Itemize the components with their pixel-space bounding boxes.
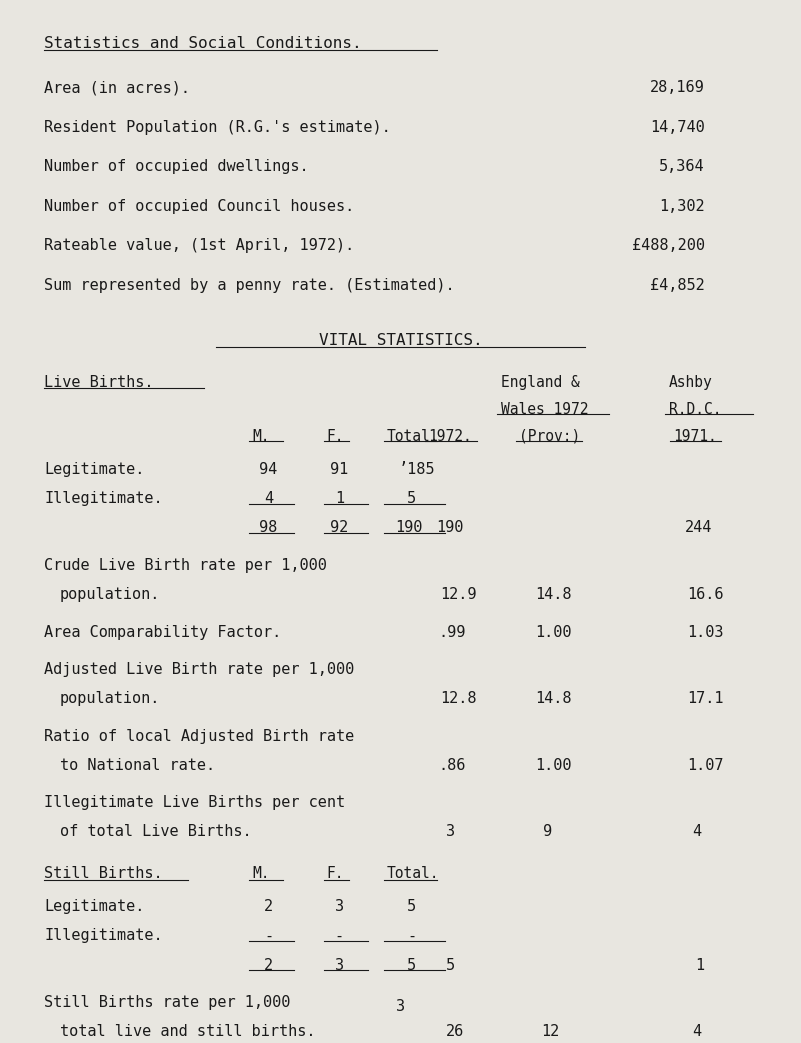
Text: England &: England & xyxy=(501,374,579,390)
Text: £4,852: £4,852 xyxy=(650,277,705,293)
Text: 190: 190 xyxy=(437,520,464,535)
Text: 2: 2 xyxy=(264,957,273,972)
Text: .86: .86 xyxy=(438,757,465,773)
Text: Wales 1972: Wales 1972 xyxy=(501,402,588,417)
Text: £488,200: £488,200 xyxy=(632,239,705,253)
Text: Total.: Total. xyxy=(387,866,440,881)
Text: F.: F. xyxy=(327,429,344,444)
Text: Ratio of local Adjusted Birth rate: Ratio of local Adjusted Birth rate xyxy=(44,729,354,744)
Text: 5,364: 5,364 xyxy=(659,160,705,174)
Text: 14.8: 14.8 xyxy=(535,692,572,706)
Text: M.: M. xyxy=(252,429,270,444)
Text: 190: 190 xyxy=(395,520,422,535)
Text: 92: 92 xyxy=(330,520,348,535)
Text: Still Births rate per 1,000: Still Births rate per 1,000 xyxy=(44,995,291,1010)
Text: 3: 3 xyxy=(335,899,344,915)
Text: Total.: Total. xyxy=(387,429,440,444)
Text: Still Births.: Still Births. xyxy=(44,866,163,881)
Text: 4: 4 xyxy=(692,1024,701,1039)
Text: 16.6: 16.6 xyxy=(687,587,724,602)
Text: Illegitimate Live Births per cent: Illegitimate Live Births per cent xyxy=(44,795,345,810)
Text: -: - xyxy=(335,928,344,944)
Text: Ashby: Ashby xyxy=(669,374,713,390)
Text: of total Live Births.: of total Live Births. xyxy=(60,824,252,840)
Text: 4: 4 xyxy=(692,824,701,840)
Text: 1,302: 1,302 xyxy=(659,199,705,214)
Text: 1.00: 1.00 xyxy=(535,757,572,773)
Text: 98: 98 xyxy=(259,520,277,535)
Text: Adjusted Live Birth rate per 1,000: Adjusted Live Birth rate per 1,000 xyxy=(44,662,354,677)
Text: .99: .99 xyxy=(438,625,465,639)
Text: 14.8: 14.8 xyxy=(535,587,572,602)
Text: -: - xyxy=(264,928,273,944)
Text: Resident Population (R.G.'s estimate).: Resident Population (R.G.'s estimate). xyxy=(44,120,391,135)
Text: F.: F. xyxy=(327,866,344,881)
Text: 3: 3 xyxy=(396,999,405,1014)
Text: Number of occupied dwellings.: Number of occupied dwellings. xyxy=(44,160,308,174)
Text: 1.03: 1.03 xyxy=(687,625,724,639)
Text: ʼ185: ʼ185 xyxy=(399,462,436,477)
Text: Illegitimate.: Illegitimate. xyxy=(44,491,163,506)
Text: total live and still births.: total live and still births. xyxy=(60,1024,316,1039)
Text: 1: 1 xyxy=(695,957,704,972)
Text: VITAL STATISTICS.: VITAL STATISTICS. xyxy=(319,333,482,348)
Text: 26: 26 xyxy=(446,1024,465,1039)
Text: 12.9: 12.9 xyxy=(441,587,477,602)
Text: to National rate.: to National rate. xyxy=(60,757,215,773)
Text: 14,740: 14,740 xyxy=(650,120,705,135)
Text: 1: 1 xyxy=(335,491,344,506)
Text: 3: 3 xyxy=(446,824,455,840)
Text: 2: 2 xyxy=(264,899,273,915)
Text: 3: 3 xyxy=(335,957,344,972)
Text: Legitimate.: Legitimate. xyxy=(44,462,144,477)
Text: 244: 244 xyxy=(685,520,712,535)
Text: 5: 5 xyxy=(407,491,416,506)
Text: population.: population. xyxy=(60,692,160,706)
Text: 4: 4 xyxy=(264,491,273,506)
Text: 28,169: 28,169 xyxy=(650,80,705,95)
Text: Sum represented by a penny rate. (Estimated).: Sum represented by a penny rate. (Estima… xyxy=(44,277,455,293)
Text: 9: 9 xyxy=(543,824,552,840)
Text: 12: 12 xyxy=(541,1024,560,1039)
Text: Area (in acres).: Area (in acres). xyxy=(44,80,190,95)
Text: (Prov:): (Prov:) xyxy=(519,429,580,444)
Text: Number of occupied Council houses.: Number of occupied Council houses. xyxy=(44,199,354,214)
Text: R.D.C.: R.D.C. xyxy=(669,402,722,417)
Text: 94: 94 xyxy=(259,462,277,477)
Text: Area Comparability Factor.: Area Comparability Factor. xyxy=(44,625,281,639)
Text: 1.00: 1.00 xyxy=(535,625,572,639)
Text: Crude Live Birth rate per 1,000: Crude Live Birth rate per 1,000 xyxy=(44,558,327,573)
Text: 17.1: 17.1 xyxy=(687,692,724,706)
Text: Legitimate.: Legitimate. xyxy=(44,899,144,915)
Text: M.: M. xyxy=(252,866,270,881)
Text: 1972.: 1972. xyxy=(429,429,473,444)
Text: 5: 5 xyxy=(446,957,455,972)
Text: 1971.: 1971. xyxy=(673,429,717,444)
Text: Rateable value, (1st April, 1972).: Rateable value, (1st April, 1972). xyxy=(44,239,354,253)
Text: Live Births.: Live Births. xyxy=(44,374,154,390)
Text: Statistics and Social Conditions.: Statistics and Social Conditions. xyxy=(44,37,362,51)
Text: -: - xyxy=(407,928,416,944)
Text: 5: 5 xyxy=(407,899,416,915)
Text: 12.8: 12.8 xyxy=(441,692,477,706)
Text: Illegitimate.: Illegitimate. xyxy=(44,928,163,944)
Text: 91: 91 xyxy=(330,462,348,477)
Text: population.: population. xyxy=(60,587,160,602)
Text: 5: 5 xyxy=(407,957,416,972)
Text: 1.07: 1.07 xyxy=(687,757,724,773)
